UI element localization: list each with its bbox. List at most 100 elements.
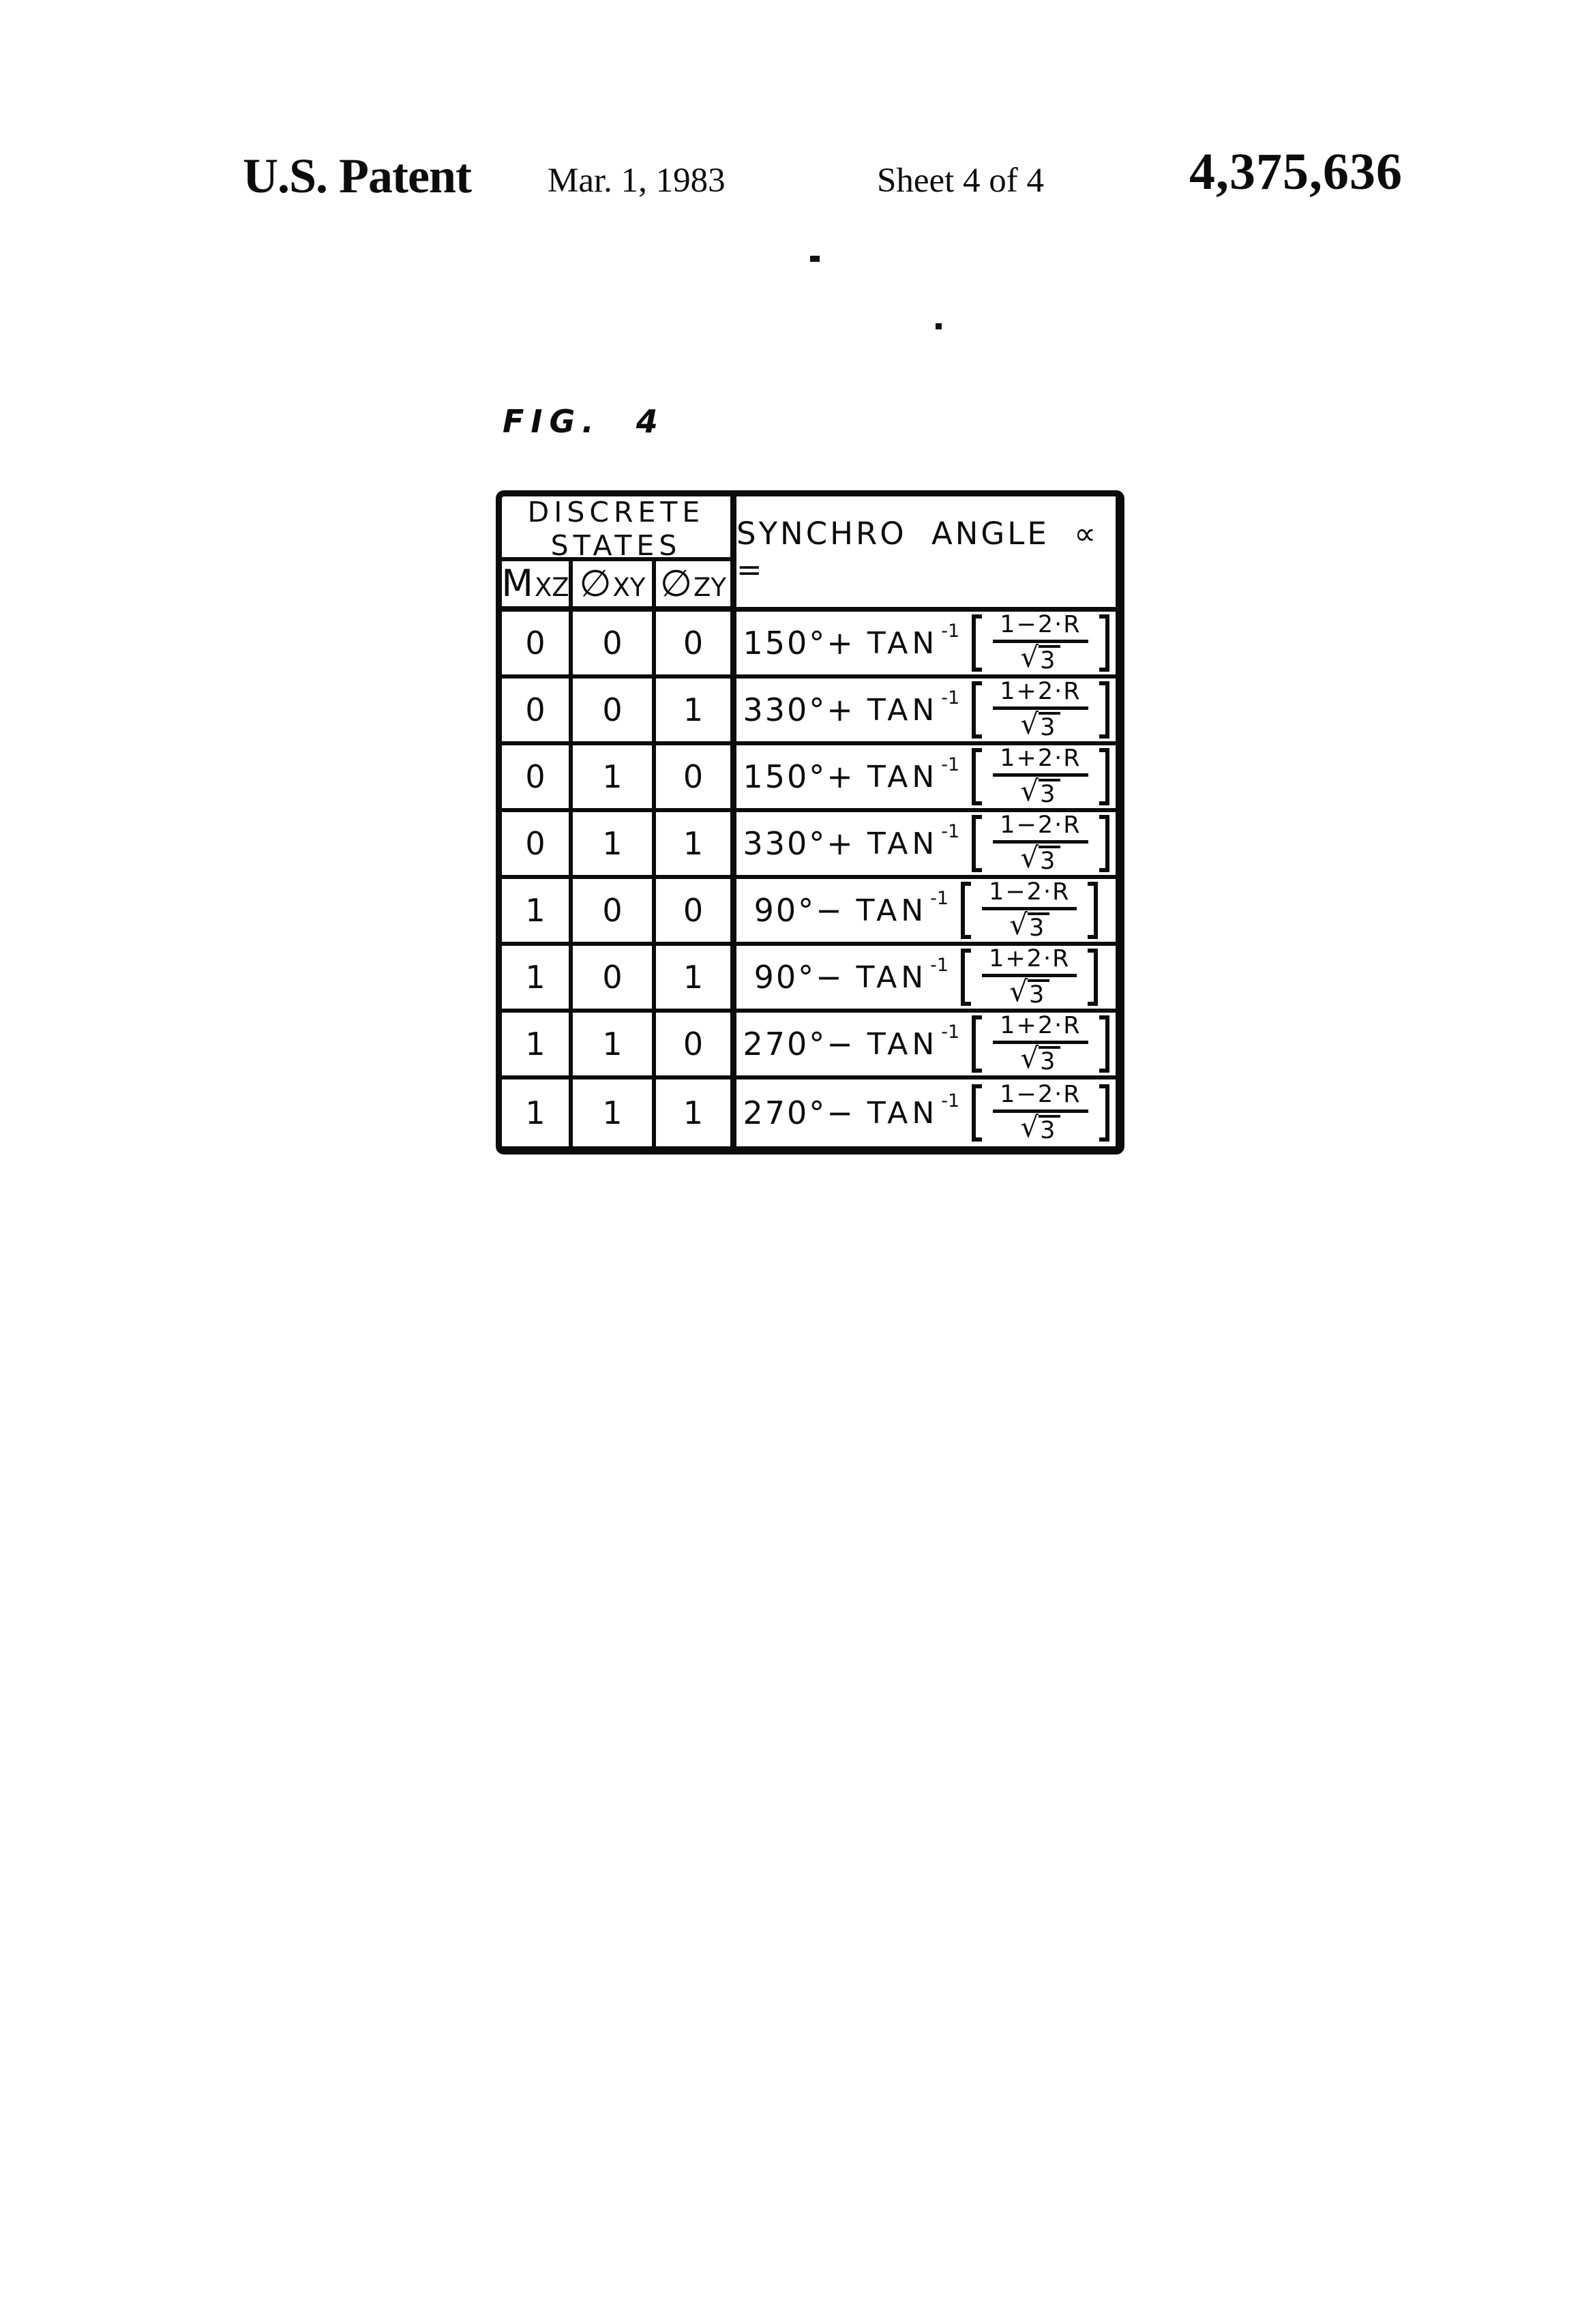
phi-xy-value: 1 bbox=[573, 812, 656, 879]
fraction-denominator: √ 3 bbox=[1020, 1041, 1061, 1075]
radicand: 3 bbox=[1027, 912, 1050, 940]
fraction-numerator: 1+2·R bbox=[982, 947, 1077, 977]
radical-icon: √ bbox=[1020, 1041, 1039, 1075]
arctan-term: TAN -1 bbox=[867, 1022, 959, 1062]
fraction: 1−2·R √ 3 bbox=[993, 814, 1088, 874]
synchro-formula-cell: 90°− TAN -1 1+2·R √ 3 bbox=[736, 946, 1116, 1013]
right-bracket-icon bbox=[1099, 681, 1109, 739]
angle-term: 150°+ bbox=[743, 625, 855, 661]
angle-term: 270°− bbox=[743, 1094, 855, 1131]
tan-exponent: -1 bbox=[941, 1090, 960, 1112]
phi-zy-value: 0 bbox=[656, 745, 736, 812]
tan-label: TAN bbox=[856, 893, 928, 928]
fraction-numerator: 1+2·R bbox=[993, 680, 1088, 710]
right-bracket-icon bbox=[1088, 949, 1099, 1006]
figure-label: FIG. 4 bbox=[503, 403, 665, 440]
fraction: 1+2·R √ 3 bbox=[993, 747, 1088, 807]
phi-xy-value: 0 bbox=[573, 946, 656, 1013]
tan-exponent: -1 bbox=[930, 888, 949, 910]
phi-xy-value: 0 bbox=[573, 879, 656, 946]
tan-label: TAN bbox=[867, 759, 939, 794]
right-bracket-icon bbox=[1099, 614, 1109, 672]
left-bracket-icon bbox=[972, 748, 983, 805]
tan-exponent: -1 bbox=[941, 1022, 960, 1043]
arctan-term: TAN -1 bbox=[867, 754, 959, 794]
column-header-mxz: M XZ bbox=[501, 561, 573, 612]
phi-zy-value: 0 bbox=[656, 1013, 736, 1079]
right-bracket-icon bbox=[1099, 1084, 1109, 1142]
arctan-term: TAN -1 bbox=[856, 955, 949, 995]
left-bracket-icon bbox=[961, 882, 972, 939]
fraction-numerator: 1−2·R bbox=[993, 1083, 1088, 1113]
tan-label: TAN bbox=[867, 1095, 939, 1131]
left-bracket-icon bbox=[972, 614, 983, 672]
left-bracket-icon bbox=[961, 949, 972, 1006]
angle-term: 270°− bbox=[743, 1026, 855, 1062]
radicand: 3 bbox=[1039, 1115, 1061, 1143]
column-header-phi-zy: ∅ ZY bbox=[656, 561, 736, 612]
radical-icon: √ bbox=[1020, 774, 1039, 807]
radical-icon: √ bbox=[1009, 974, 1028, 1008]
fraction-denominator: √ 3 bbox=[1020, 1113, 1061, 1143]
scan-speck bbox=[810, 256, 820, 262]
fraction-denominator: √ 3 bbox=[1020, 774, 1061, 807]
fraction: 1+2·R √ 3 bbox=[982, 947, 1077, 1007]
radicand: 3 bbox=[1039, 645, 1061, 673]
phi-zy-value: 0 bbox=[656, 879, 736, 946]
discrete-states-line1: DISCRETE bbox=[527, 496, 705, 529]
synchro-formula-cell: 330°+ TAN -1 1+2·R √ 3 bbox=[736, 679, 1116, 745]
phi-zy-value: 0 bbox=[656, 612, 736, 679]
synchro-angle-table: DISCRETE STATES SYNCHRO ANGLE ∝ = M XZ ∅… bbox=[496, 490, 1124, 1154]
tan-exponent: -1 bbox=[941, 821, 960, 843]
patent-date: Mar. 1, 1983 bbox=[548, 162, 726, 200]
column-header-mxz-symbol: M bbox=[501, 562, 533, 605]
arctan-term: TAN -1 bbox=[867, 687, 959, 728]
radical-icon: √ bbox=[1020, 640, 1039, 674]
fraction-denominator: √ 3 bbox=[1020, 844, 1061, 874]
discrete-states-header: DISCRETE STATES bbox=[502, 496, 736, 562]
angle-term: 90°− bbox=[753, 959, 844, 996]
radical-icon: √ bbox=[1020, 707, 1039, 741]
right-bracket-icon bbox=[1099, 748, 1109, 805]
fraction-denominator: √ 3 bbox=[1009, 974, 1050, 1008]
tan-exponent: -1 bbox=[941, 621, 960, 642]
mxz-value: 0 bbox=[502, 812, 573, 879]
synchro-formula-cell: 150°+ TAN -1 1+2·R √ 3 bbox=[736, 745, 1116, 812]
fraction: 1−2·R √ 3 bbox=[982, 880, 1077, 940]
fraction-numerator: 1+2·R bbox=[993, 747, 1088, 777]
mxz-value: 1 bbox=[502, 1079, 573, 1146]
mxz-value: 1 bbox=[502, 879, 573, 946]
fraction-numerator: 1−2·R bbox=[993, 814, 1088, 844]
phi-xy-value: 1 bbox=[573, 1013, 656, 1079]
left-bracket-icon bbox=[972, 815, 983, 872]
left-bracket-icon bbox=[972, 1084, 983, 1142]
phi-zy-value: 1 bbox=[656, 946, 736, 1013]
mxz-value: 1 bbox=[502, 946, 573, 1013]
fraction: 1−2·R √ 3 bbox=[993, 613, 1088, 673]
fraction: 1+2·R √ 3 bbox=[993, 1014, 1088, 1074]
tan-label: TAN bbox=[867, 692, 939, 728]
mxz-value: 0 bbox=[502, 679, 573, 745]
radicand: 3 bbox=[1027, 979, 1050, 1007]
radical-icon: √ bbox=[1009, 908, 1028, 941]
tan-exponent: -1 bbox=[941, 687, 960, 709]
synchro-formula-cell: 90°− TAN -1 1−2·R √ 3 bbox=[736, 879, 1116, 946]
tan-label: TAN bbox=[856, 959, 928, 995]
tan-label: TAN bbox=[867, 826, 939, 861]
radicand: 3 bbox=[1039, 779, 1061, 807]
right-bracket-icon bbox=[1099, 1015, 1109, 1073]
radicand: 3 bbox=[1039, 1046, 1061, 1074]
synchro-formula-cell: 270°− TAN -1 1+2·R √ 3 bbox=[736, 1013, 1116, 1079]
tan-label: TAN bbox=[867, 1026, 939, 1062]
column-header-phi-zy-subscript: ZY bbox=[693, 572, 726, 602]
angle-term: 330°+ bbox=[743, 691, 855, 728]
mxz-value: 0 bbox=[502, 745, 573, 812]
angle-term: 330°+ bbox=[743, 825, 855, 862]
left-bracket-icon bbox=[972, 1015, 983, 1073]
fraction: 1+2·R √ 3 bbox=[993, 680, 1088, 740]
tan-exponent: -1 bbox=[941, 754, 960, 776]
angle-term: 150°+ bbox=[743, 758, 855, 795]
column-header-phi-xy: ∅ XY bbox=[573, 561, 656, 612]
synchro-formula-cell: 270°− TAN -1 1−2·R √ 3 bbox=[736, 1079, 1116, 1146]
